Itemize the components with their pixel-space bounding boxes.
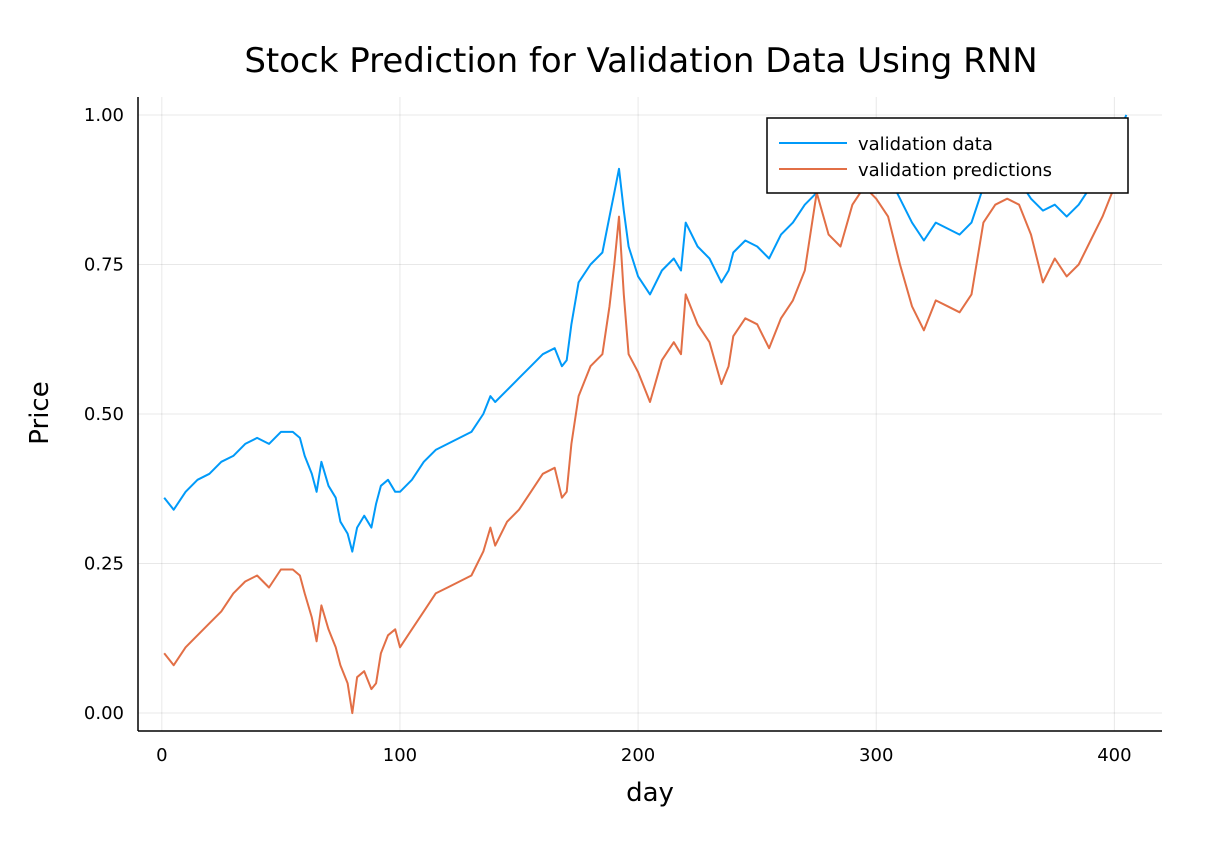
series-line-validation-data: [163, 114, 1128, 553]
x-tick-label: 300: [859, 745, 893, 766]
y-tick-label: 0.75: [84, 254, 124, 275]
y-axis-label: Price: [25, 381, 55, 444]
y-tick-label: 1.00: [84, 105, 124, 126]
x-tick-label: 100: [383, 745, 417, 766]
x-tick-label: 200: [621, 745, 655, 766]
series-layer: [163, 114, 1128, 715]
legend-box: [766, 117, 1129, 194]
legend: validation data validation predictions: [766, 117, 1129, 194]
tick-labels: 0 100 200 300 400 0.00 0.25 0.50 0.75 1.00: [84, 105, 1132, 766]
legend-label-validation-predictions: validation predictions: [858, 160, 1052, 181]
gridlines: [138, 97, 1162, 731]
chart-title: Stock Prediction for Validation Data Usi…: [244, 41, 1037, 81]
y-tick-label: 0.25: [84, 554, 124, 575]
x-axis-label: day: [626, 778, 674, 808]
y-tick-label: 0.50: [84, 404, 124, 425]
x-tick-label: 0: [156, 745, 167, 766]
y-tick-label: 0.00: [84, 703, 124, 724]
x-tick-label: 400: [1097, 745, 1131, 766]
series-line-validation-predictions: [163, 120, 1128, 715]
legend-label-validation-data: validation data: [858, 134, 993, 155]
